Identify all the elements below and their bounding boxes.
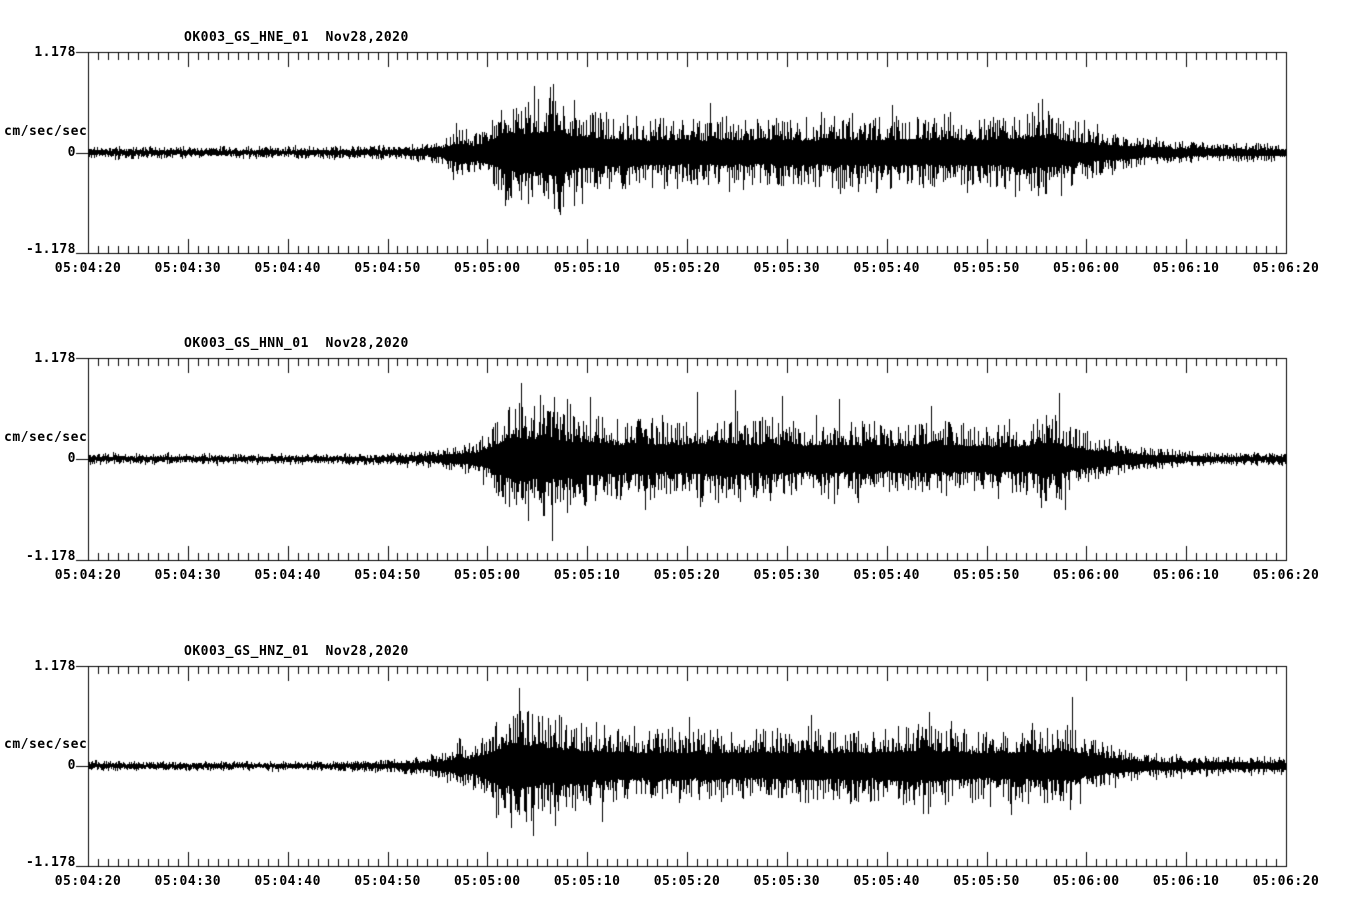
x-tick-label: 05:05:20	[653, 261, 721, 276]
x-tick-label: 05:05:20	[653, 874, 721, 889]
x-tick-label: 05:05:00	[454, 568, 521, 583]
x-tick-label: 05:05:30	[753, 568, 821, 583]
plot-title-hne: OK003_GS_HNE_01 Nov28,2020	[184, 30, 409, 45]
y-axis-max-label: 1.178	[34, 351, 76, 366]
x-tick-label: 05:05:30	[753, 874, 821, 889]
x-tick-label: 05:05:50	[953, 874, 1020, 889]
y-axis-max-label: 1.178	[34, 659, 76, 674]
x-tick-label: 05:04:20	[54, 261, 122, 276]
y-axis-unit-label: cm/sec/sec	[4, 430, 88, 445]
x-tick-label: 05:06:00	[1053, 874, 1120, 889]
y-axis-max-label: 1.178	[34, 45, 76, 60]
x-tick-label: 05:05:20	[653, 568, 721, 583]
x-tick-label: 05:04:50	[354, 568, 421, 583]
x-tick-label: 05:06:20	[1252, 874, 1320, 889]
y-axis-min-label: -1.178	[26, 242, 76, 257]
x-tick-label: 05:06:10	[1152, 874, 1220, 889]
y-axis-min-label: -1.178	[26, 549, 76, 564]
x-tick-label: 05:04:40	[254, 874, 321, 889]
x-tick-label: 05:06:00	[1053, 568, 1120, 583]
x-tick-label: 05:05:40	[853, 568, 920, 583]
x-tick-label: 05:04:20	[54, 874, 122, 889]
x-tick-label: 05:04:40	[254, 568, 321, 583]
x-tick-label: 05:06:20	[1252, 568, 1320, 583]
x-tick-label: 05:05:10	[553, 261, 621, 276]
x-tick-label: 05:04:30	[154, 261, 222, 276]
x-tick-label: 05:06:20	[1252, 261, 1320, 276]
y-axis-min-label: -1.178	[26, 855, 76, 870]
x-tick-label: 05:05:00	[454, 874, 521, 889]
x-tick-label: 05:05:10	[553, 568, 621, 583]
x-tick-label: 05:04:40	[254, 261, 321, 276]
x-tick-label: 05:05:40	[853, 261, 920, 276]
x-tick-label: 05:04:30	[154, 568, 222, 583]
x-tick-label: 05:05:40	[853, 874, 920, 889]
y-axis-zero-label: 0	[67, 145, 76, 160]
x-tick-label: 05:04:30	[154, 874, 222, 889]
x-tick-label: 05:04:50	[354, 874, 421, 889]
x-tick-label: 05:06:00	[1053, 261, 1120, 276]
x-tick-label: 05:04:50	[354, 261, 421, 276]
x-tick-label: 05:06:10	[1152, 568, 1220, 583]
x-tick-label: 05:06:10	[1152, 261, 1220, 276]
x-tick-label: 05:05:10	[553, 874, 621, 889]
x-tick-label: 05:05:30	[753, 261, 821, 276]
y-axis-zero-label: 0	[67, 451, 76, 466]
y-axis-unit-label: cm/sec/sec	[4, 124, 88, 139]
x-tick-label: 05:04:20	[54, 568, 122, 583]
x-tick-label: 05:05:50	[953, 568, 1020, 583]
x-tick-label: 05:05:50	[953, 261, 1020, 276]
plot-title-hnz: OK003_GS_HNZ_01 Nov28,2020	[184, 644, 409, 659]
x-tick-label: 05:05:00	[454, 261, 521, 276]
plot-title-hnn: OK003_GS_HNN_01 Nov28,2020	[184, 336, 409, 351]
y-axis-zero-label: 0	[67, 758, 76, 773]
y-axis-unit-label: cm/sec/sec	[4, 737, 88, 752]
